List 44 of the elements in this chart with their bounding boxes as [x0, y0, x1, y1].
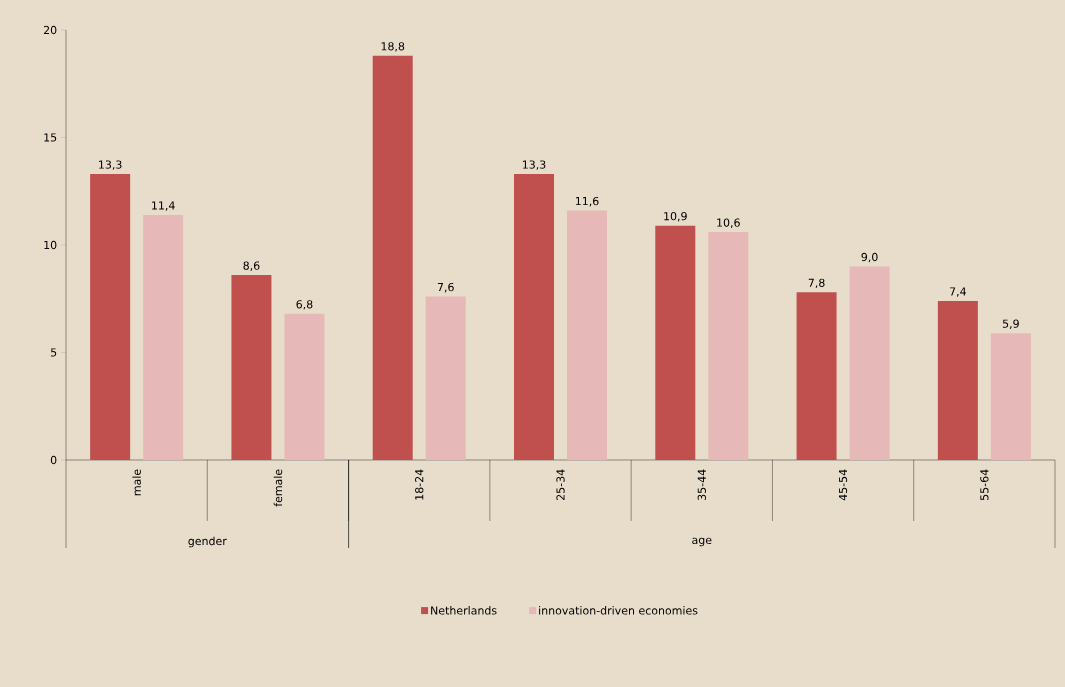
text: gender — [188, 536, 227, 548]
bar — [937, 300, 978, 460]
x-tick-label: 18-24 — [415, 469, 424, 500]
y-tick-label: 0 — [50, 455, 57, 465]
data-label: 18,8 — [381, 42, 405, 52]
x-tick-label: 45-54 — [839, 469, 848, 501]
data-label: 9,0 — [861, 252, 878, 263]
data-label: 7,8 — [808, 278, 825, 289]
data-label: 7,6 — [437, 282, 454, 293]
data-label: 10,6 — [717, 218, 740, 228]
bar — [567, 210, 608, 460]
x-tick-label: male — [132, 469, 141, 496]
bar — [372, 55, 413, 460]
bar — [514, 174, 555, 460]
data-label: 7,4 — [950, 287, 966, 297]
x-tick-label: 55-64 — [980, 469, 989, 500]
x-tick-label: 35-44 — [697, 469, 706, 500]
data-label: 6,8 — [296, 300, 313, 310]
y-tick-label: 10 — [44, 240, 57, 250]
x-tick-label: female — [273, 469, 283, 507]
bar — [990, 333, 1031, 460]
bar — [708, 232, 749, 460]
legend-label: innovation-driven economies — [539, 606, 698, 615]
y-tick-label: 20 — [43, 25, 57, 35]
bar — [425, 296, 466, 460]
data-label: 10,9 — [664, 212, 687, 222]
text: age — [692, 537, 712, 547]
data-label: 13,3 — [522, 160, 546, 170]
legend-label: Netherlands — [431, 606, 497, 615]
data-label: 13,3 — [99, 160, 122, 170]
bar — [143, 214, 184, 460]
bar — [849, 266, 890, 460]
data-label: 11,4 — [152, 201, 175, 211]
data-label: 5,9 — [1002, 319, 1019, 329]
y-tick-label: 5 — [50, 348, 57, 357]
bar — [796, 292, 837, 460]
data-label: 11,6 — [575, 196, 599, 207]
bar — [231, 275, 272, 460]
y-tick-label: 15 — [44, 133, 57, 142]
bar — [90, 174, 131, 460]
x-tick-label: 25-34 — [556, 469, 565, 501]
data-label: 8,6 — [243, 261, 260, 271]
bar — [655, 225, 696, 460]
bar — [284, 313, 325, 460]
